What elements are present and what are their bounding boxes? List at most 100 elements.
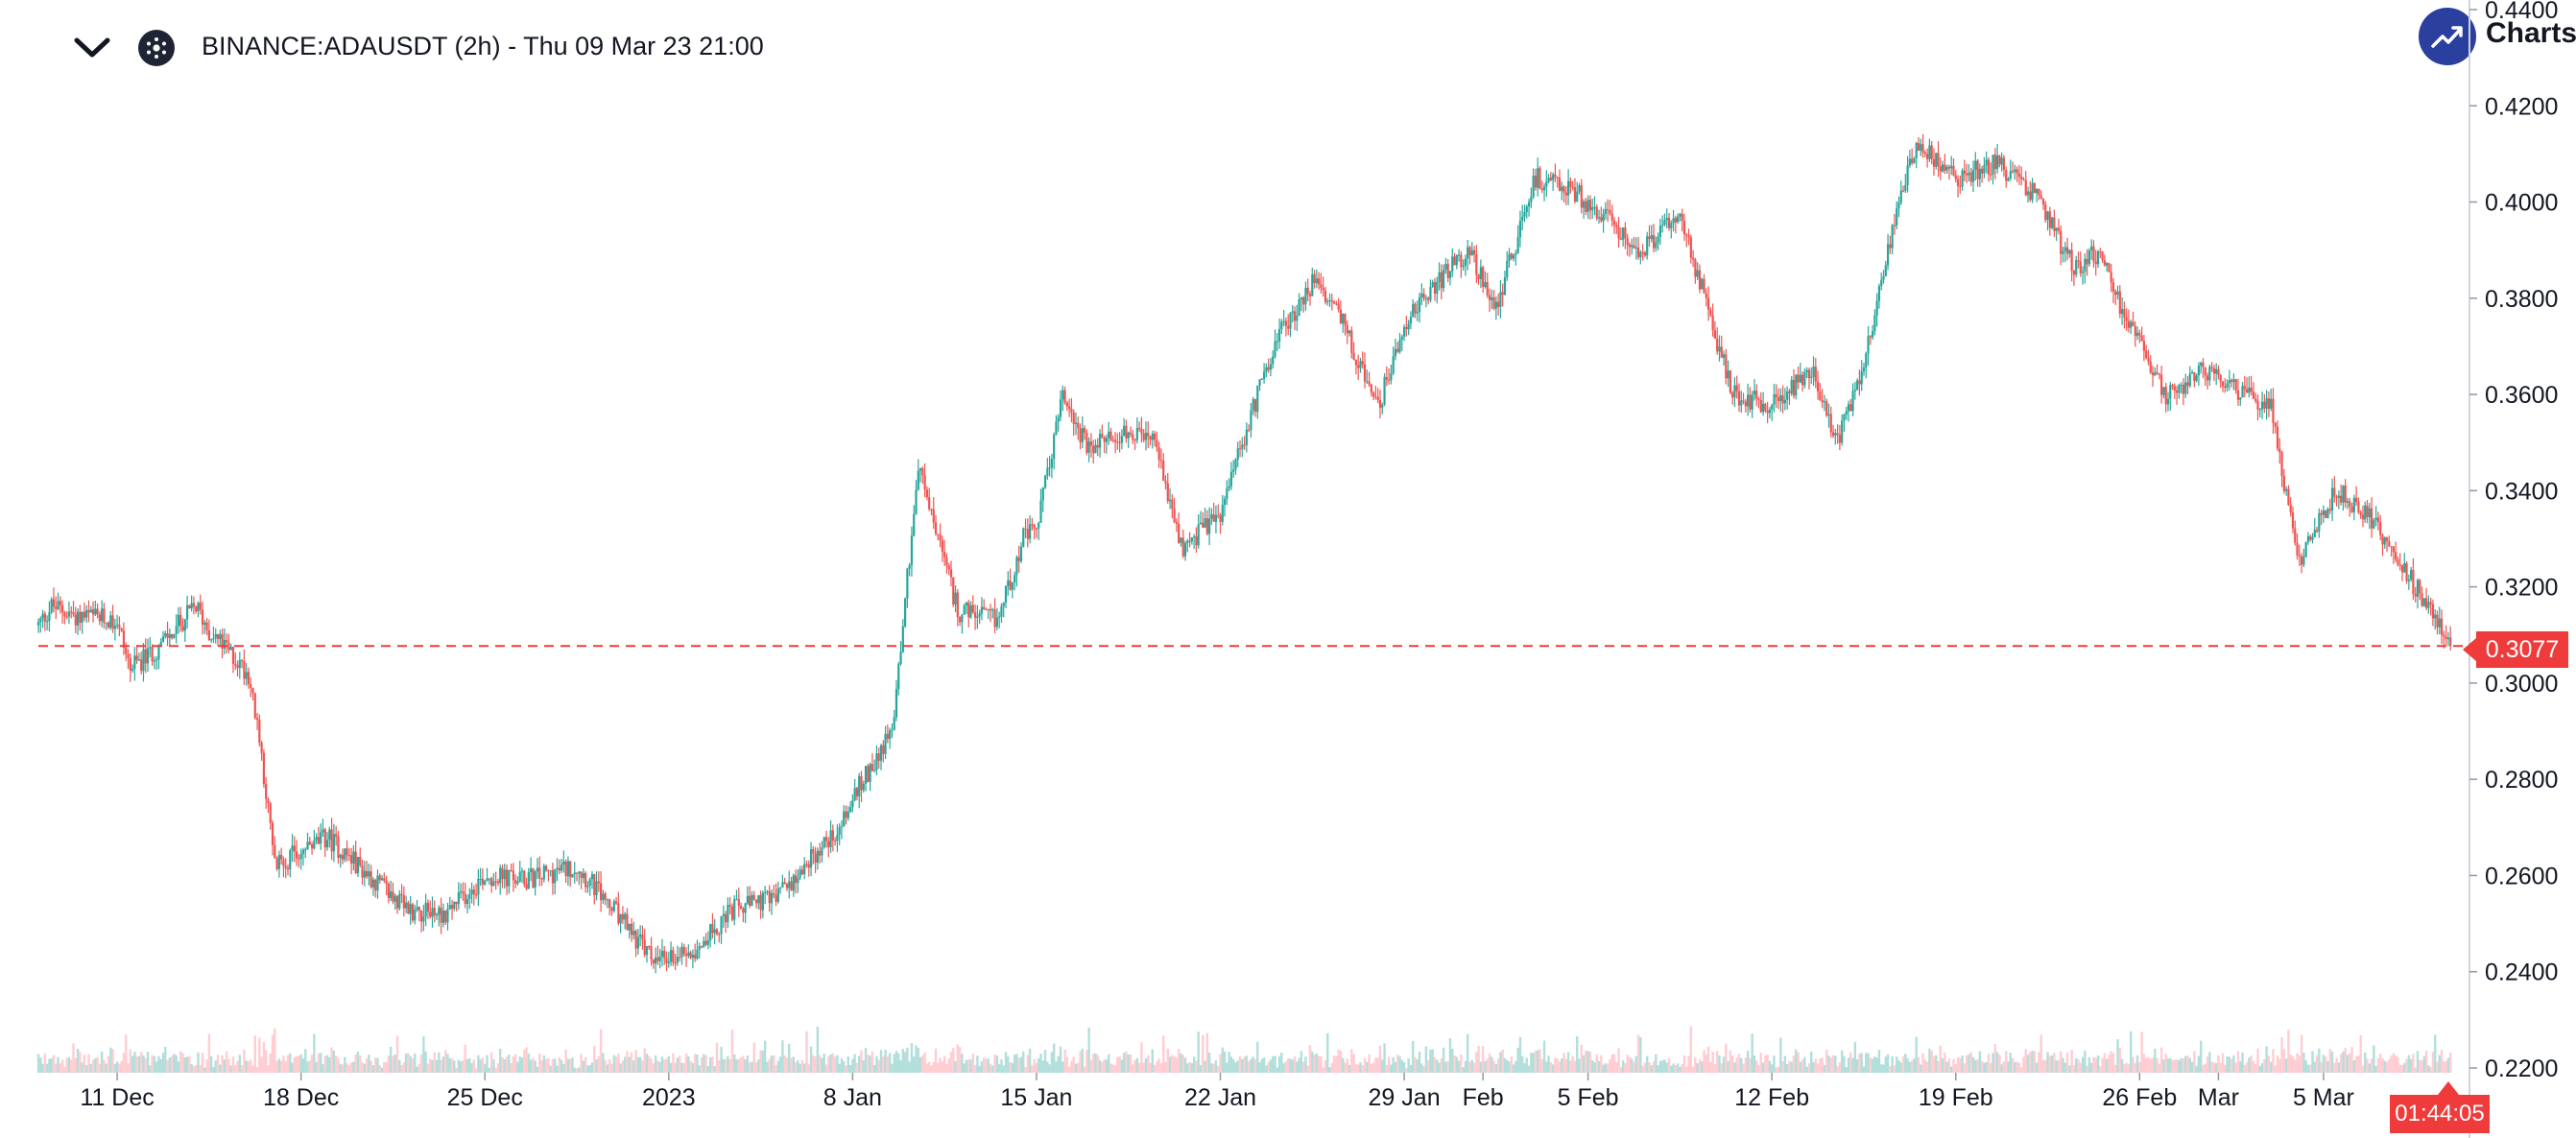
candle-body: [1464, 258, 1467, 266]
volume-bar: [886, 1056, 890, 1073]
candle-body: [41, 613, 44, 619]
volume-bar: [1641, 1065, 1644, 1073]
volume-bar: [1761, 1062, 1765, 1073]
volume-bar: [2024, 1049, 2027, 1073]
candle-body: [1867, 336, 1870, 354]
volume-bar: [1416, 1059, 1419, 1073]
volume-bar: [1286, 1057, 1290, 1073]
candle-body: [2120, 309, 2124, 314]
candle-body: [985, 609, 988, 611]
trending-up-logo-icon[interactable]: [2419, 8, 2476, 65]
volume-bar: [778, 1056, 782, 1073]
candle-body: [1701, 278, 1704, 290]
candle-body: [2333, 487, 2336, 497]
candle-body: [1552, 174, 1555, 180]
volume-bar: [1617, 1048, 1620, 1073]
volume-bar: [209, 1055, 213, 1073]
candle-body: [1582, 201, 1586, 208]
candle-body: [1359, 361, 1362, 368]
candle-body: [1935, 153, 1938, 167]
candle-body: [185, 605, 189, 620]
candle-body: [814, 853, 817, 864]
volume-bar: [1566, 1052, 1570, 1073]
volume-bar: [571, 1057, 574, 1073]
candle-body: [91, 609, 95, 615]
volume-bar: [843, 1060, 846, 1073]
candle-body: [289, 850, 292, 869]
volume-bar: [1183, 1057, 1187, 1073]
volume-bar: [416, 1066, 418, 1073]
candle-body: [2326, 509, 2329, 518]
candle-body: [2376, 517, 2380, 523]
volume-bar: [917, 1047, 919, 1073]
candle-body: [39, 618, 42, 623]
candle-body: [1207, 518, 1211, 534]
candle-body: [1287, 325, 1290, 329]
volume-bar: [1706, 1046, 1710, 1073]
candle-body: [901, 626, 904, 652]
volume-bar: [1352, 1054, 1355, 1073]
candle-body: [426, 902, 430, 913]
candle-body: [744, 903, 747, 913]
volume-bar: [2236, 1051, 2240, 1073]
volume-bar: [1472, 1062, 1476, 1073]
volume-bar: [1803, 1056, 1806, 1073]
volume-bar: [479, 1059, 482, 1073]
candle-body: [1043, 475, 1047, 488]
volume-bar: [1451, 1048, 1454, 1073]
volume-bar: [626, 1051, 629, 1073]
volume-bar: [1074, 1063, 1078, 1073]
chevron-down-icon[interactable]: [69, 29, 115, 67]
candle-body: [250, 684, 252, 688]
candle-body: [231, 647, 235, 664]
volume-bar: [578, 1067, 581, 1073]
volume-bar: [2333, 1062, 2336, 1073]
volume-bar: [282, 1055, 285, 1073]
volume-bar: [2374, 1066, 2377, 1073]
volume-bar: [761, 1050, 765, 1073]
volume-bar: [1140, 1042, 1143, 1073]
candle-body: [441, 911, 445, 923]
candle-body: [1173, 509, 1176, 523]
volume-bar: [2228, 1056, 2231, 1073]
candle-body: [205, 622, 208, 630]
volume-bar: [129, 1049, 131, 1073]
volume-bar: [2002, 1061, 2006, 1073]
volume-bar: [1392, 1056, 1395, 1073]
volume-bar: [1720, 1062, 1723, 1073]
volume-bar: [1691, 1066, 1695, 1073]
volume-bar: [1238, 1055, 1242, 1073]
volume-bar: [1538, 1049, 1541, 1073]
candle-body: [2202, 362, 2205, 367]
volume-bar: [2125, 1062, 2128, 1073]
candle-body: [125, 647, 128, 654]
candle-body: [779, 887, 782, 889]
volume-bar: [1004, 1052, 1008, 1073]
time-axis[interactable]: 11 Dec 18 Dec 25 Dec 2023 8 Jan 15 Jan 22 Jan 2…: [80, 1073, 2354, 1111]
volume-bar: [2057, 1059, 2061, 1073]
volume-bar: [1755, 1060, 1758, 1073]
candle-body: [1851, 391, 1854, 412]
candle-body: [1663, 220, 1666, 225]
volume-bar: [2326, 1060, 2329, 1073]
candle-body: [1725, 354, 1728, 379]
volume-bar: [1063, 1049, 1066, 1073]
candle-body: [1026, 529, 1029, 539]
volume-bar: [1516, 1047, 1519, 1073]
volume-bar: [2011, 1057, 2015, 1073]
volume-bar: [1586, 1051, 1589, 1073]
candle-body: [48, 612, 51, 622]
volume-bar: [1031, 1065, 1034, 1073]
volume-bar: [2193, 1051, 2196, 1073]
candle-body: [460, 890, 463, 892]
candle-body: [1733, 385, 1736, 398]
candle-body: [2060, 230, 2063, 254]
volume-bar: [149, 1065, 152, 1073]
candle-body: [1361, 361, 1364, 365]
price-axis[interactable]: 0.44000.42000.40000.38000.36000.34000.32…: [2469, 0, 2558, 1082]
volume-bar: [1269, 1059, 1273, 1073]
candle-body: [486, 878, 489, 882]
candle-body: [1860, 370, 1863, 385]
candle-body: [265, 784, 268, 799]
